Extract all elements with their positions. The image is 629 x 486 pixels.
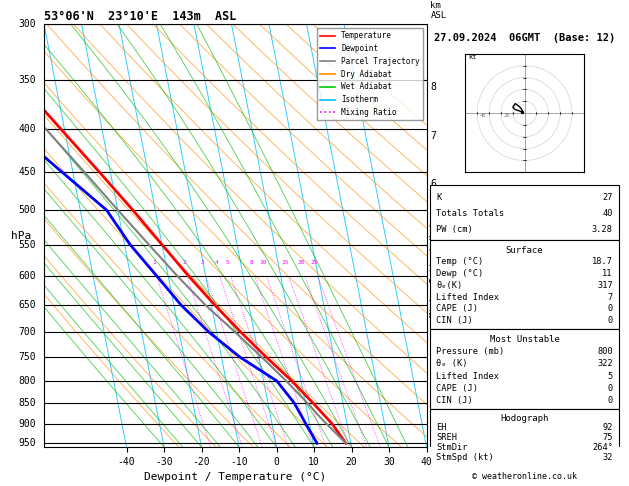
Text: θₑ (K): θₑ (K): [437, 359, 468, 368]
Text: Mixing Ratio (g/kg): Mixing Ratio (g/kg): [430, 222, 440, 317]
FancyBboxPatch shape: [430, 185, 619, 240]
Text: Totals Totals: Totals Totals: [437, 209, 504, 218]
Text: 11: 11: [603, 269, 613, 278]
Text: 0: 0: [608, 304, 613, 313]
Text: CAPE (J): CAPE (J): [437, 384, 479, 393]
Text: θₑ(K): θₑ(K): [437, 281, 462, 290]
Text: 322: 322: [597, 359, 613, 368]
Text: 7: 7: [430, 131, 437, 141]
Text: 450: 450: [19, 167, 36, 177]
FancyBboxPatch shape: [430, 409, 619, 464]
Text: Hodograph: Hodograph: [501, 414, 549, 423]
Text: 6: 6: [430, 179, 437, 190]
Text: 27.09.2024  06GMT  (Base: 12): 27.09.2024 06GMT (Base: 12): [434, 33, 615, 43]
Text: 400: 400: [19, 124, 36, 134]
Text: 40: 40: [603, 209, 613, 218]
Text: Surface: Surface: [506, 245, 543, 255]
Text: 5: 5: [226, 260, 230, 265]
Text: 800: 800: [597, 347, 613, 356]
Legend: Temperature, Dewpoint, Parcel Trajectory, Dry Adiabat, Wet Adiabat, Isotherm, Mi: Temperature, Dewpoint, Parcel Trajectory…: [316, 28, 423, 120]
Text: 3: 3: [201, 260, 205, 265]
Text: Lifted Index: Lifted Index: [437, 293, 499, 302]
Text: 18.7: 18.7: [592, 257, 613, 266]
Text: StmSpd (kt): StmSpd (kt): [437, 452, 494, 462]
Text: 650: 650: [19, 300, 36, 311]
Text: 500: 500: [19, 205, 36, 215]
Text: 5: 5: [608, 372, 613, 381]
Text: 20: 20: [298, 260, 305, 265]
Text: 53°06'N  23°10'E  143m  ASL: 53°06'N 23°10'E 143m ASL: [44, 10, 237, 23]
Text: 750: 750: [19, 352, 36, 363]
Text: 75: 75: [603, 433, 613, 442]
Text: 1: 1: [152, 260, 156, 265]
Text: 550: 550: [19, 240, 36, 250]
Text: CAPE (J): CAPE (J): [437, 304, 479, 313]
Text: 600: 600: [19, 271, 36, 281]
Text: 2: 2: [430, 369, 437, 380]
Text: hPa: hPa: [11, 231, 31, 241]
Text: 8: 8: [430, 82, 437, 91]
Text: 8: 8: [250, 260, 253, 265]
Text: 0: 0: [608, 384, 613, 393]
Text: SREH: SREH: [437, 433, 457, 442]
FancyBboxPatch shape: [430, 329, 619, 409]
Text: 700: 700: [19, 327, 36, 337]
Text: PW (cm): PW (cm): [437, 225, 473, 234]
Text: Lifted Index: Lifted Index: [437, 372, 499, 381]
Text: 7: 7: [608, 293, 613, 302]
Text: 0: 0: [608, 396, 613, 405]
Text: 0: 0: [608, 316, 613, 325]
Text: 3.28: 3.28: [592, 225, 613, 234]
Text: 1: 1: [430, 415, 437, 425]
Text: 32: 32: [603, 452, 613, 462]
X-axis label: Dewpoint / Temperature (°C): Dewpoint / Temperature (°C): [144, 472, 326, 483]
Text: 950: 950: [19, 438, 36, 448]
Text: 92: 92: [603, 423, 613, 433]
Text: 10: 10: [260, 260, 267, 265]
Text: 900: 900: [19, 418, 36, 429]
Text: Most Unstable: Most Unstable: [490, 335, 560, 344]
Text: 25: 25: [311, 260, 318, 265]
Text: EH: EH: [437, 423, 447, 433]
Text: 350: 350: [19, 75, 36, 86]
Text: 4: 4: [215, 260, 218, 265]
Text: 264°: 264°: [592, 443, 613, 452]
Text: km
ASL: km ASL: [430, 0, 447, 20]
Text: Pressure (mb): Pressure (mb): [437, 347, 504, 356]
Text: 800: 800: [19, 376, 36, 386]
Text: 850: 850: [19, 398, 36, 408]
Text: © weatheronline.co.uk: © weatheronline.co.uk: [472, 472, 577, 482]
Text: 317: 317: [597, 281, 613, 290]
Text: CIN (J): CIN (J): [437, 396, 473, 405]
Text: 5: 5: [430, 228, 437, 238]
Text: 27: 27: [603, 193, 613, 202]
Text: StmDir: StmDir: [437, 443, 468, 452]
Text: 3: 3: [430, 323, 437, 333]
Text: 2: 2: [182, 260, 186, 265]
Text: 300: 300: [19, 19, 36, 29]
Text: 4: 4: [430, 276, 437, 286]
Text: Dewp (°C): Dewp (°C): [437, 269, 484, 278]
Text: Temp (°C): Temp (°C): [437, 257, 484, 266]
Text: CIN (J): CIN (J): [437, 316, 473, 325]
Text: K: K: [437, 193, 442, 202]
FancyBboxPatch shape: [430, 240, 619, 329]
Text: 15: 15: [282, 260, 289, 265]
